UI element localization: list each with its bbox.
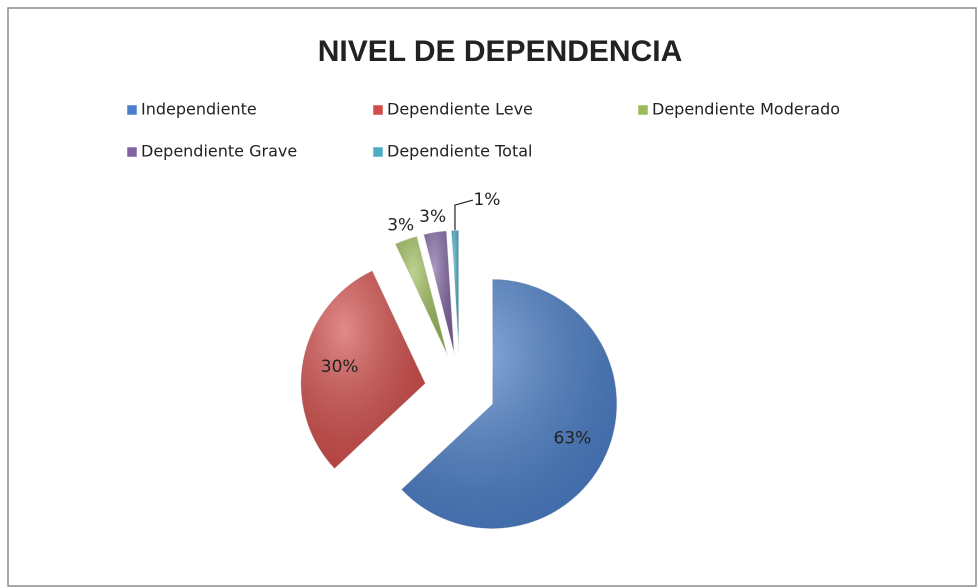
slice-shade [423,230,455,356]
legend-swatch [637,104,649,116]
slice-shade [401,278,618,529]
legend-swatch [372,146,384,158]
slice-shade [300,270,426,470]
data-label: 3% [387,215,414,235]
data-label: 63% [554,429,592,449]
legend-label: Dependiente Grave [141,142,297,161]
legend-label: Dependiente Leve [387,100,533,119]
data-label: 30% [321,357,359,377]
legend-label: Dependiente Moderado [652,100,840,119]
legend-swatch [126,146,138,158]
leader-line [454,199,474,231]
data-label: 1% [473,190,500,210]
data-label: 3% [419,207,446,227]
chart-title: NIVEL DE DEPENDENCIA [318,35,683,68]
legend-label: Dependiente Total [387,142,532,161]
legend-swatch [372,104,384,116]
legend-swatch [126,104,138,116]
slice-shade [451,230,459,356]
legend-label: Independiente [141,100,257,119]
slice-shade [394,235,449,358]
